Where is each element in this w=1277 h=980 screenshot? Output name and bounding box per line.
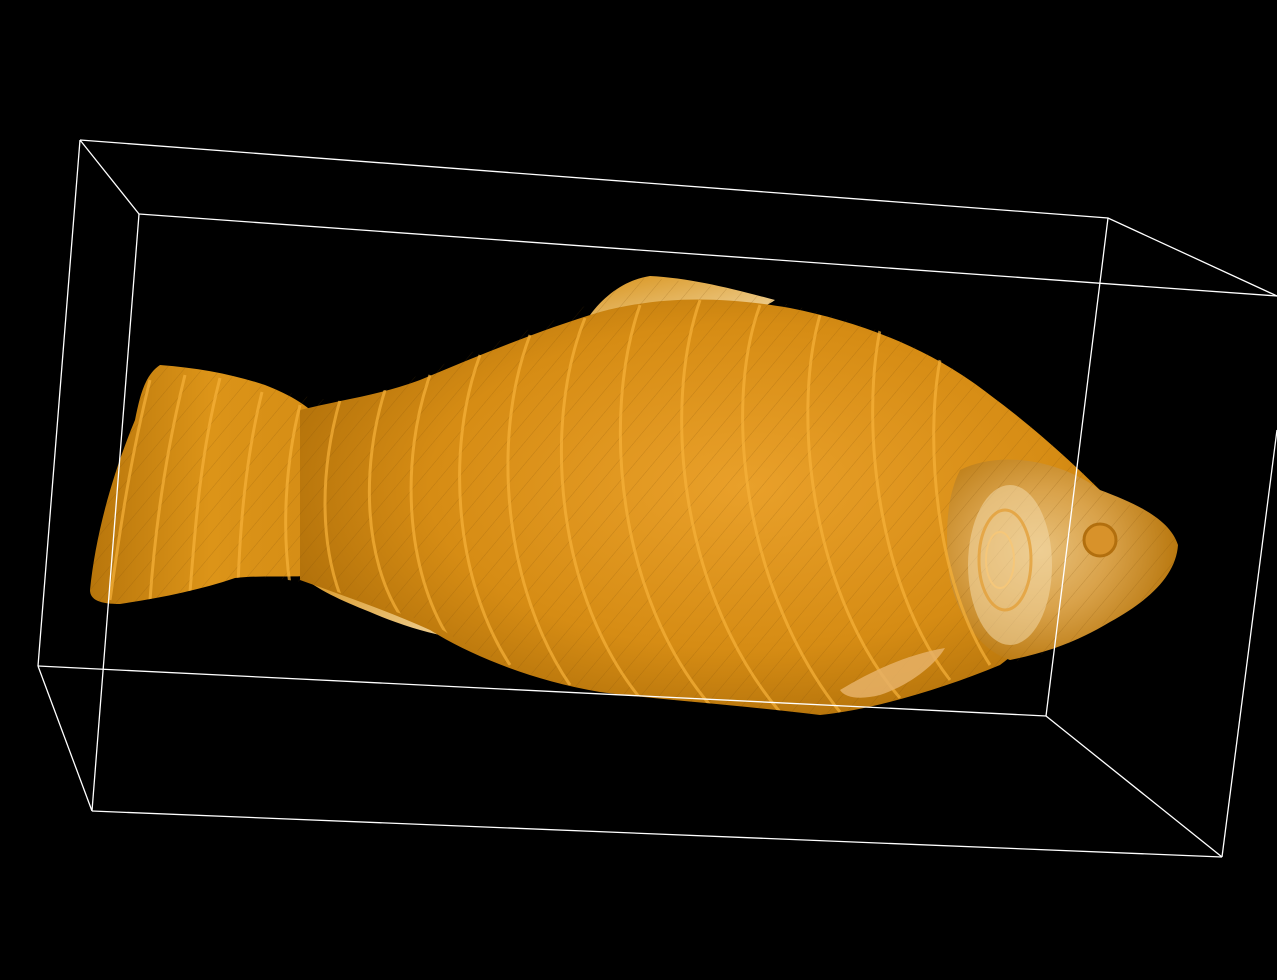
head-highlights (968, 485, 1052, 645)
striations (108, 299, 992, 713)
bounding-box-front (37, 139, 1277, 858)
fish-eye (1082, 522, 1118, 558)
pectoral-fin (840, 648, 945, 698)
fish-volume (90, 276, 1178, 715)
